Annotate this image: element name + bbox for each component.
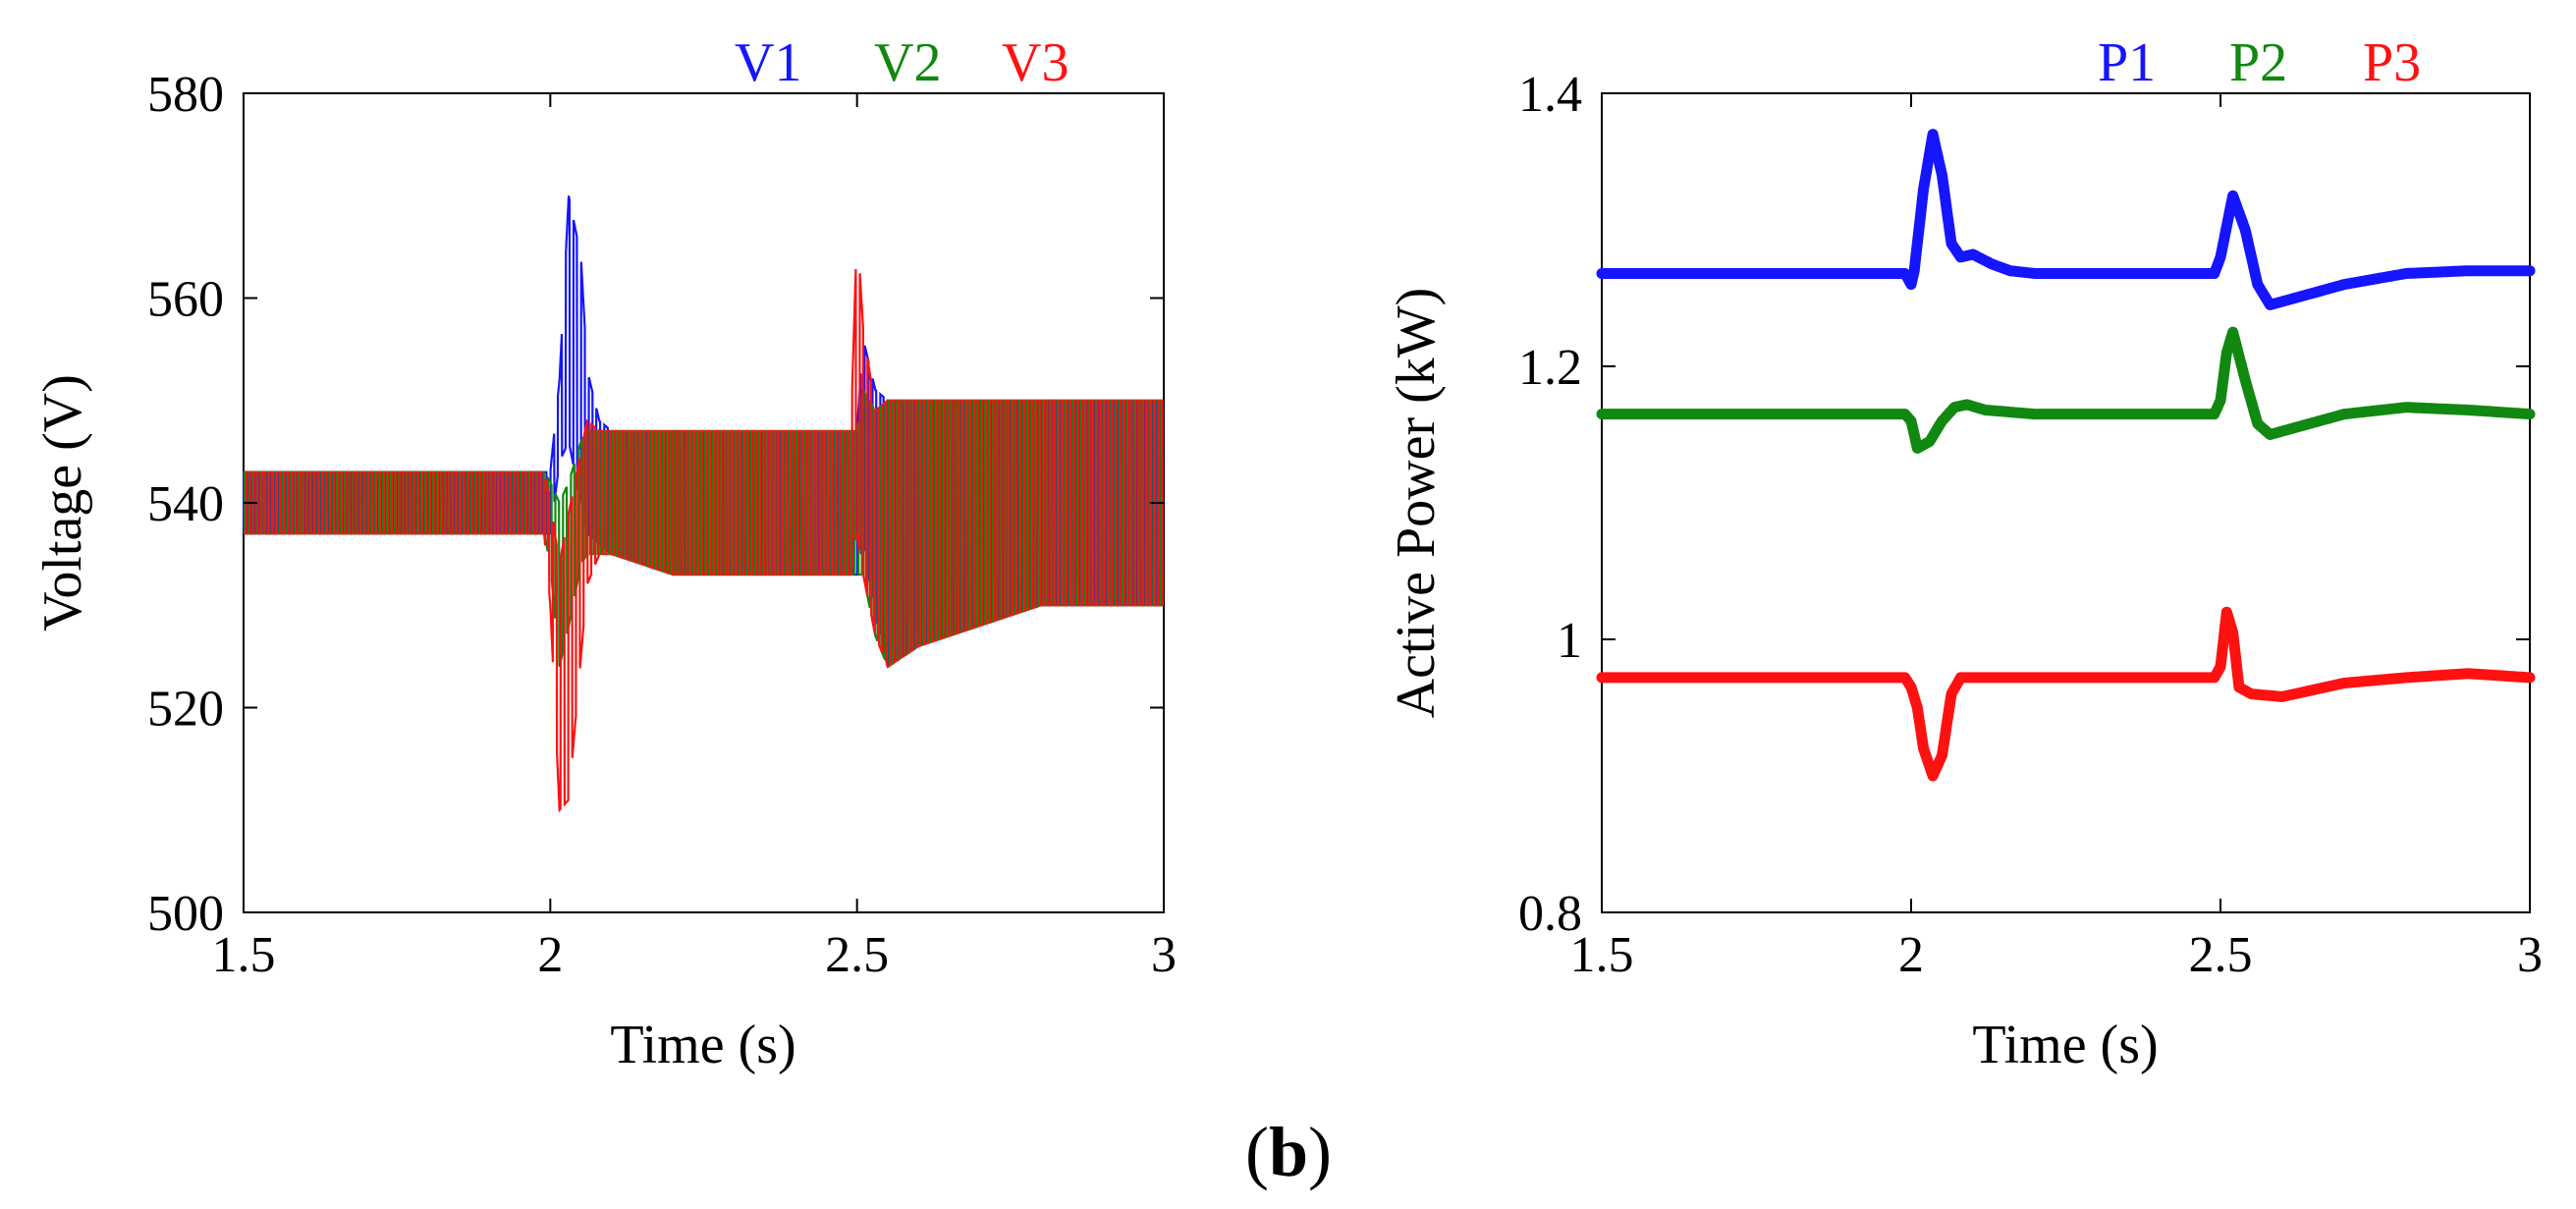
power-x-axis-label: Time (s) — [1972, 1015, 2158, 1075]
y-tick-label: 0.8 — [1518, 886, 1582, 942]
power-legend-entry-p1: P1 — [2098, 32, 2156, 93]
power-series-group — [1596, 129, 2536, 782]
x-tick-label: 3 — [1151, 927, 1177, 983]
series-line-v2 — [243, 386, 1164, 669]
power-y-axis-label: Active Power (kW) — [1386, 288, 1447, 719]
y-tick-label: 540 — [147, 476, 224, 532]
caption-open-paren: ( — [1245, 1113, 1269, 1191]
series-line-v3 — [244, 268, 1165, 813]
y-tick-label: 580 — [147, 67, 224, 123]
x-tick-label: 2 — [537, 927, 563, 983]
x-tick-label: 2.5 — [2189, 927, 2253, 983]
power-axes: 1.5 2 2.5 3 0.8 1 1.2 1.4 — [1518, 67, 2543, 983]
x-tick-label: 2.5 — [825, 927, 889, 983]
voltage-legend-entry-v2: V2 — [874, 32, 941, 93]
power-legend-entry-p2: P2 — [2229, 32, 2287, 93]
y-tick-label: 1.4 — [1518, 67, 1582, 123]
y-tick-label: 560 — [147, 272, 224, 328]
voltage-axes: 1.5 2 2.5 3 500 520 540 560 580 — [147, 67, 1177, 983]
series-line-p2 — [1596, 326, 2536, 454]
x-tick-label: 2 — [1898, 927, 1924, 983]
y-tick-label: 1 — [1557, 613, 1582, 669]
voltage-legend-entry-v3: V3 — [1002, 32, 1069, 93]
x-tick-label: 1.5 — [1570, 927, 1634, 983]
y-tick-label: 1.2 — [1518, 340, 1582, 396]
active-power-chart: 1.5 2 2.5 3 0.8 1 1.2 1.4 Time (s) Active Power… — [1386, 32, 2543, 1075]
x-tick-label: 3 — [2517, 927, 2543, 983]
series-line-p3 — [1596, 606, 2536, 782]
y-tick-label: 520 — [147, 682, 224, 738]
voltage-x-axis-label: Time (s) — [610, 1015, 795, 1075]
voltage-chart: 1.5 2 2.5 3 500 520 540 560 580 Time (s) Voltage… — [32, 32, 1177, 1075]
figure-caption: (b) — [1245, 1113, 1332, 1191]
x-tick-label: 1.5 — [212, 927, 276, 983]
voltage-y-axis-label: Voltage (V) — [32, 374, 93, 632]
voltage-series-group — [242, 195, 1165, 813]
power-plot-frame — [1601, 92, 2531, 913]
caption-letter: b — [1269, 1113, 1308, 1191]
power-legend-entry-p3: P3 — [2363, 32, 2421, 93]
series-line-p1 — [1596, 129, 2536, 310]
caption-close-paren: ) — [1308, 1113, 1332, 1191]
voltage-legend-entry-v1: V1 — [735, 32, 801, 93]
y-tick-label: 500 — [147, 886, 224, 942]
